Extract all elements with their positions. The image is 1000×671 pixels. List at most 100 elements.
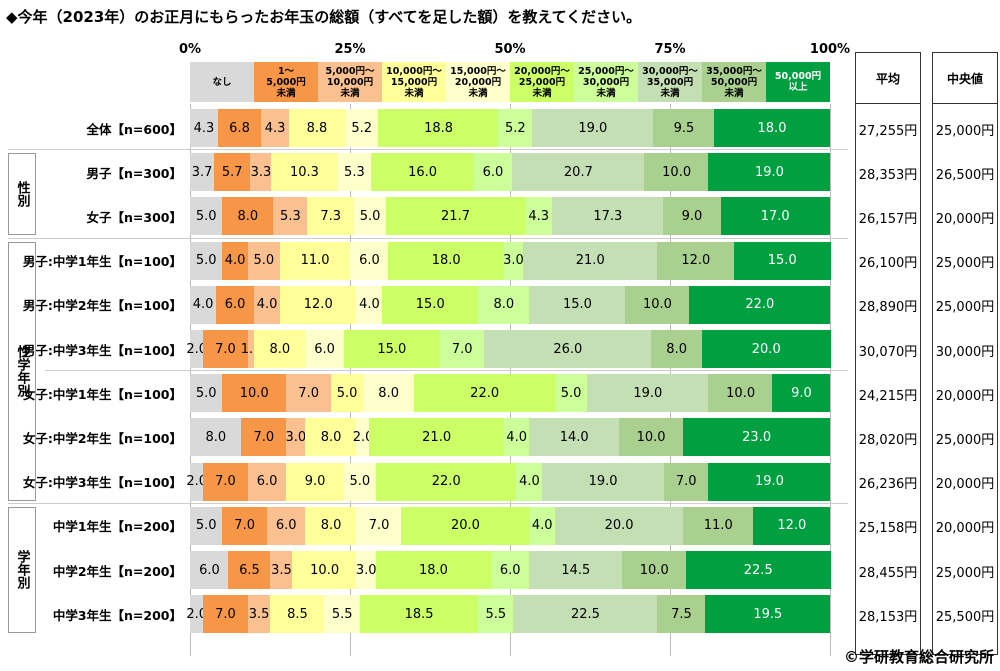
bar-segment: 14.5: [529, 551, 623, 589]
bar-segment: 19.0: [586, 374, 709, 413]
bar-segment: 15.0: [343, 330, 441, 368]
bar-segment: 2.0: [186, 595, 207, 634]
bar-segment: 9.5: [653, 109, 715, 147]
bar-segment: 10.0: [618, 418, 684, 457]
group-separator: [8, 502, 848, 504]
bar-segment: 8.0: [190, 418, 242, 457]
bar-segment: 5.3: [337, 153, 372, 192]
mean-value: 28,020円: [858, 432, 918, 448]
bar-segment: 12.0: [657, 241, 735, 280]
median-value: 25,000円: [935, 565, 995, 581]
bar-segment: 5.2: [344, 109, 379, 147]
bar-segment: 2.0: [353, 418, 373, 457]
legend-item: 15,000円～ 20,000円 未満: [446, 62, 510, 102]
bar-segment: 15.0: [382, 285, 479, 324]
chart-title: ◆今年（2023年）のお正月にもらったお年玉の総額（すべてを足した額）を教えてく…: [6, 8, 642, 26]
bar-segment: 9.0: [662, 197, 722, 236]
bar-segment: 18.8: [378, 109, 499, 147]
mean-value: 26,100円: [858, 256, 918, 272]
mean-value: 28,353円: [858, 167, 918, 183]
bar-segment: 7.0: [222, 506, 268, 545]
median-value: 25,000円: [935, 123, 995, 139]
bar-segment: 7.5: [657, 595, 706, 634]
row-label: 男子【n=300】: [86, 165, 182, 181]
bar-segment: 5.0: [353, 197, 387, 236]
row-label: 女子:中学3年生【n=100】: [22, 475, 182, 491]
bar-segment: 8.0: [478, 285, 530, 324]
bar-segment: 5.0: [554, 374, 588, 413]
bar-segment: 6.0: [247, 462, 287, 501]
bar-segment: 11.0: [682, 506, 754, 545]
bar-segment: 10.0: [708, 374, 773, 413]
bar-segment: 19.0: [708, 153, 831, 192]
mean-value: 30,070円: [858, 344, 918, 360]
bar-segment: 20.0: [401, 506, 530, 545]
bar-segment: 7.0: [356, 506, 402, 545]
bar-segment: 8.5: [270, 595, 325, 634]
bar-segment: 9.0: [772, 374, 831, 413]
mean-header: 平均: [856, 53, 920, 104]
legend-item: 1～ 5,000円 未満: [254, 62, 318, 102]
row-label: 中学2年生【n=200】: [52, 563, 182, 579]
median-header: 中央値: [933, 53, 997, 104]
bar-segment: 4.3: [524, 197, 553, 236]
bar-segment: 22.0: [689, 285, 831, 324]
row-label: 男子:中学3年生【n=100】: [22, 342, 182, 358]
bar-segment: 4.3: [190, 109, 219, 147]
bar-segment: 4.3: [261, 109, 290, 147]
bar-segment: 19.0: [542, 462, 665, 501]
bar-segment: 6.0: [350, 241, 389, 280]
bar-segment: 4.0: [190, 285, 217, 324]
mean-column: 平均 27,255円 28,353円 26,157円 26,100円 28,890円 30…: [855, 52, 921, 655]
row-label: 中学3年生【n=200】: [52, 607, 182, 623]
bar-segment: 18.0: [375, 551, 492, 589]
bar-segment: 7.0: [286, 374, 332, 413]
legend-item: 10,000円～ 15,000円 未満: [382, 62, 446, 102]
mean-value: 26,236円: [858, 477, 918, 493]
bar-segment: 7.0: [202, 595, 249, 634]
bar-segment: 7.0: [663, 462, 709, 501]
row-label: 中学1年生【n=200】: [52, 519, 182, 535]
bar-segment: 10.0: [625, 285, 690, 324]
bar-segment: 2.0: [186, 330, 207, 368]
bar-segment: 18.0: [388, 241, 505, 280]
median-value: 25,000円: [935, 432, 995, 448]
bar-segment: 23.0: [682, 418, 831, 457]
group-label: 性学年別: [8, 241, 36, 501]
bar-segment: 10.3: [271, 153, 338, 192]
bar-segment: 4.0: [503, 418, 530, 457]
bar-segment: 10.0: [292, 551, 357, 589]
bar-segment: 4.0: [254, 285, 281, 324]
bar-segment: 4.0: [516, 462, 543, 501]
median-value: 25,500円: [935, 609, 995, 625]
bar-segment: 3.5: [270, 551, 293, 589]
bar-segment: 22.5: [513, 595, 658, 634]
group-separator: [8, 149, 848, 151]
x-tick-label: 75%: [654, 42, 686, 57]
bar-segment: 21.0: [522, 241, 658, 280]
bar-segment: 6.0: [266, 506, 306, 545]
bar-segment: 5.0: [343, 462, 377, 501]
bar-segment: 21.7: [385, 197, 526, 236]
bar-segment: 7.0: [202, 330, 249, 368]
mean-value: 27,255円: [858, 123, 918, 139]
bar-segment: 18.0: [714, 109, 830, 147]
bar-segment: 6.8: [217, 109, 262, 147]
median-value: 20,000円: [935, 388, 995, 404]
bar-segment: 26.0: [484, 330, 652, 368]
bar-segment: 5.0: [190, 374, 223, 413]
bar-segment: 4.0: [356, 285, 383, 324]
bar-segment: 22.0: [414, 374, 556, 413]
bar-segment: 5.5: [478, 595, 514, 634]
bar-segment: 12.0: [279, 285, 357, 324]
legend-item: 50,000円 以上: [766, 62, 830, 102]
bar-segment: 8.8: [288, 109, 346, 147]
bar-segment: 5.5: [324, 595, 361, 634]
bar-segment: 6.0: [473, 153, 513, 192]
bar-segment: 21.0: [369, 418, 505, 457]
bar-segment: 3.0: [356, 551, 377, 589]
mean-value: 28,153円: [858, 609, 918, 625]
bar-segment: 10.0: [622, 551, 687, 589]
bar-segment: 15.0: [529, 285, 626, 324]
bar-segment: 8.0: [222, 197, 274, 236]
